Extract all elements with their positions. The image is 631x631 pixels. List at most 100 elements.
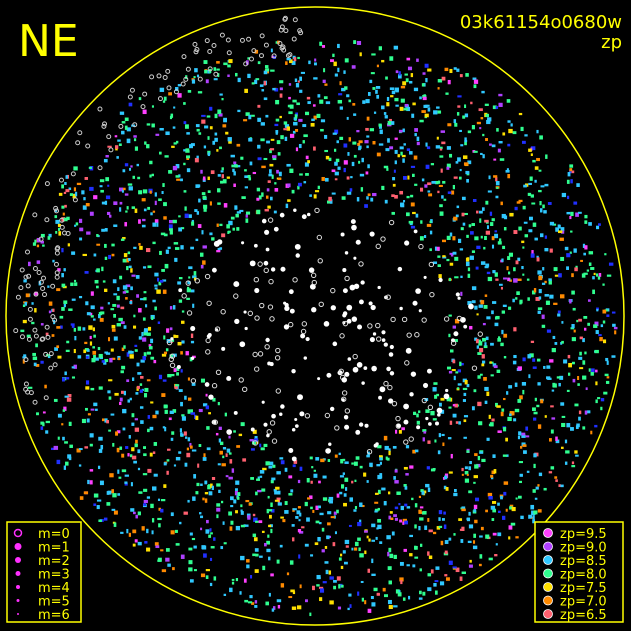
star-dot bbox=[513, 418, 517, 422]
star-dot bbox=[108, 396, 112, 400]
star-dot bbox=[427, 182, 432, 186]
star-dot bbox=[374, 510, 378, 513]
star-dot bbox=[296, 510, 301, 515]
star-dot bbox=[453, 216, 458, 221]
star-ring bbox=[358, 261, 364, 267]
star-dot bbox=[134, 539, 138, 543]
star-dot bbox=[200, 527, 203, 531]
star-dot bbox=[158, 523, 161, 528]
star-dot bbox=[419, 568, 422, 572]
star-dot bbox=[142, 189, 148, 194]
star-dot bbox=[540, 233, 544, 238]
star-dot bbox=[434, 394, 438, 399]
star-dot bbox=[142, 109, 147, 115]
star-dot bbox=[183, 190, 187, 193]
star-dot bbox=[75, 191, 78, 197]
star-dot bbox=[293, 121, 298, 126]
star-dot bbox=[153, 442, 158, 446]
star-dot bbox=[367, 164, 370, 169]
star-dot bbox=[364, 530, 368, 533]
star-dot bbox=[184, 395, 187, 400]
star-dot bbox=[89, 433, 94, 438]
star-dot bbox=[583, 327, 587, 331]
star-dot bbox=[391, 211, 395, 215]
star-white bbox=[344, 424, 350, 430]
star-dot bbox=[169, 230, 173, 235]
star-dot bbox=[36, 237, 41, 243]
star-dot bbox=[571, 361, 575, 365]
star-dot bbox=[497, 338, 502, 342]
star-dot bbox=[226, 224, 230, 229]
star-dot bbox=[32, 356, 38, 361]
star-dot bbox=[40, 421, 44, 425]
star-dot bbox=[262, 467, 267, 471]
star-dot bbox=[561, 192, 567, 198]
star-dot bbox=[477, 401, 482, 407]
star-dot bbox=[423, 490, 427, 494]
star-dot bbox=[560, 402, 565, 406]
star-dot bbox=[152, 486, 157, 491]
star-dot bbox=[353, 40, 357, 45]
star-dot bbox=[547, 202, 552, 205]
star-dot bbox=[269, 524, 273, 528]
star-dot bbox=[577, 376, 580, 380]
star-dot bbox=[271, 174, 274, 179]
star-dot bbox=[489, 361, 492, 364]
star-dot bbox=[452, 184, 455, 190]
star-dot bbox=[448, 560, 453, 565]
star-dot bbox=[468, 564, 473, 568]
star-dot bbox=[557, 230, 563, 234]
star-dot bbox=[472, 545, 478, 550]
star-dot bbox=[356, 40, 362, 46]
star-dot bbox=[123, 345, 126, 349]
star-dot bbox=[462, 387, 468, 391]
star-dot bbox=[384, 445, 389, 450]
star-white bbox=[355, 429, 361, 435]
star-dot bbox=[166, 459, 170, 462]
star-dot bbox=[270, 69, 275, 72]
edge-ring bbox=[156, 73, 162, 79]
star-dot bbox=[263, 443, 268, 448]
star-dot bbox=[141, 224, 146, 228]
edge-ring bbox=[211, 42, 217, 48]
direction-label: NE bbox=[18, 16, 79, 67]
star-dot bbox=[179, 521, 182, 525]
star-dot bbox=[272, 464, 276, 468]
star-dot bbox=[473, 475, 478, 479]
star-dot bbox=[439, 211, 444, 216]
star-dot bbox=[268, 556, 271, 561]
star-dot bbox=[265, 114, 269, 118]
star-dot bbox=[83, 197, 86, 201]
star-dot bbox=[390, 95, 394, 98]
star-dot bbox=[370, 197, 374, 202]
star-dot bbox=[485, 336, 489, 341]
star-dot bbox=[504, 215, 508, 220]
star-dot bbox=[121, 469, 127, 473]
star-dot bbox=[274, 123, 279, 127]
mode-label: zp bbox=[601, 32, 622, 53]
star-dot bbox=[402, 81, 407, 86]
star-dot bbox=[395, 589, 400, 594]
star-dot bbox=[538, 189, 542, 193]
star-dot bbox=[73, 166, 78, 171]
edge-ring bbox=[40, 275, 46, 281]
star-dot bbox=[396, 491, 401, 495]
star-dot bbox=[497, 148, 501, 153]
star-dot bbox=[311, 118, 315, 122]
star-dot bbox=[470, 101, 473, 105]
star-dot bbox=[256, 478, 260, 481]
edge-ring bbox=[38, 279, 44, 285]
star-dot bbox=[608, 262, 614, 266]
star-dot bbox=[223, 203, 228, 208]
star-dot bbox=[410, 202, 415, 207]
star-dot bbox=[366, 454, 370, 458]
star-dot bbox=[322, 497, 328, 501]
star-dot bbox=[446, 146, 451, 150]
edge-ring bbox=[291, 36, 297, 42]
star-dot bbox=[476, 245, 481, 250]
star-dot bbox=[356, 197, 360, 202]
star-dot bbox=[372, 140, 376, 145]
star-dot bbox=[546, 365, 551, 369]
star-dot bbox=[231, 164, 236, 168]
star-dot bbox=[292, 537, 295, 542]
